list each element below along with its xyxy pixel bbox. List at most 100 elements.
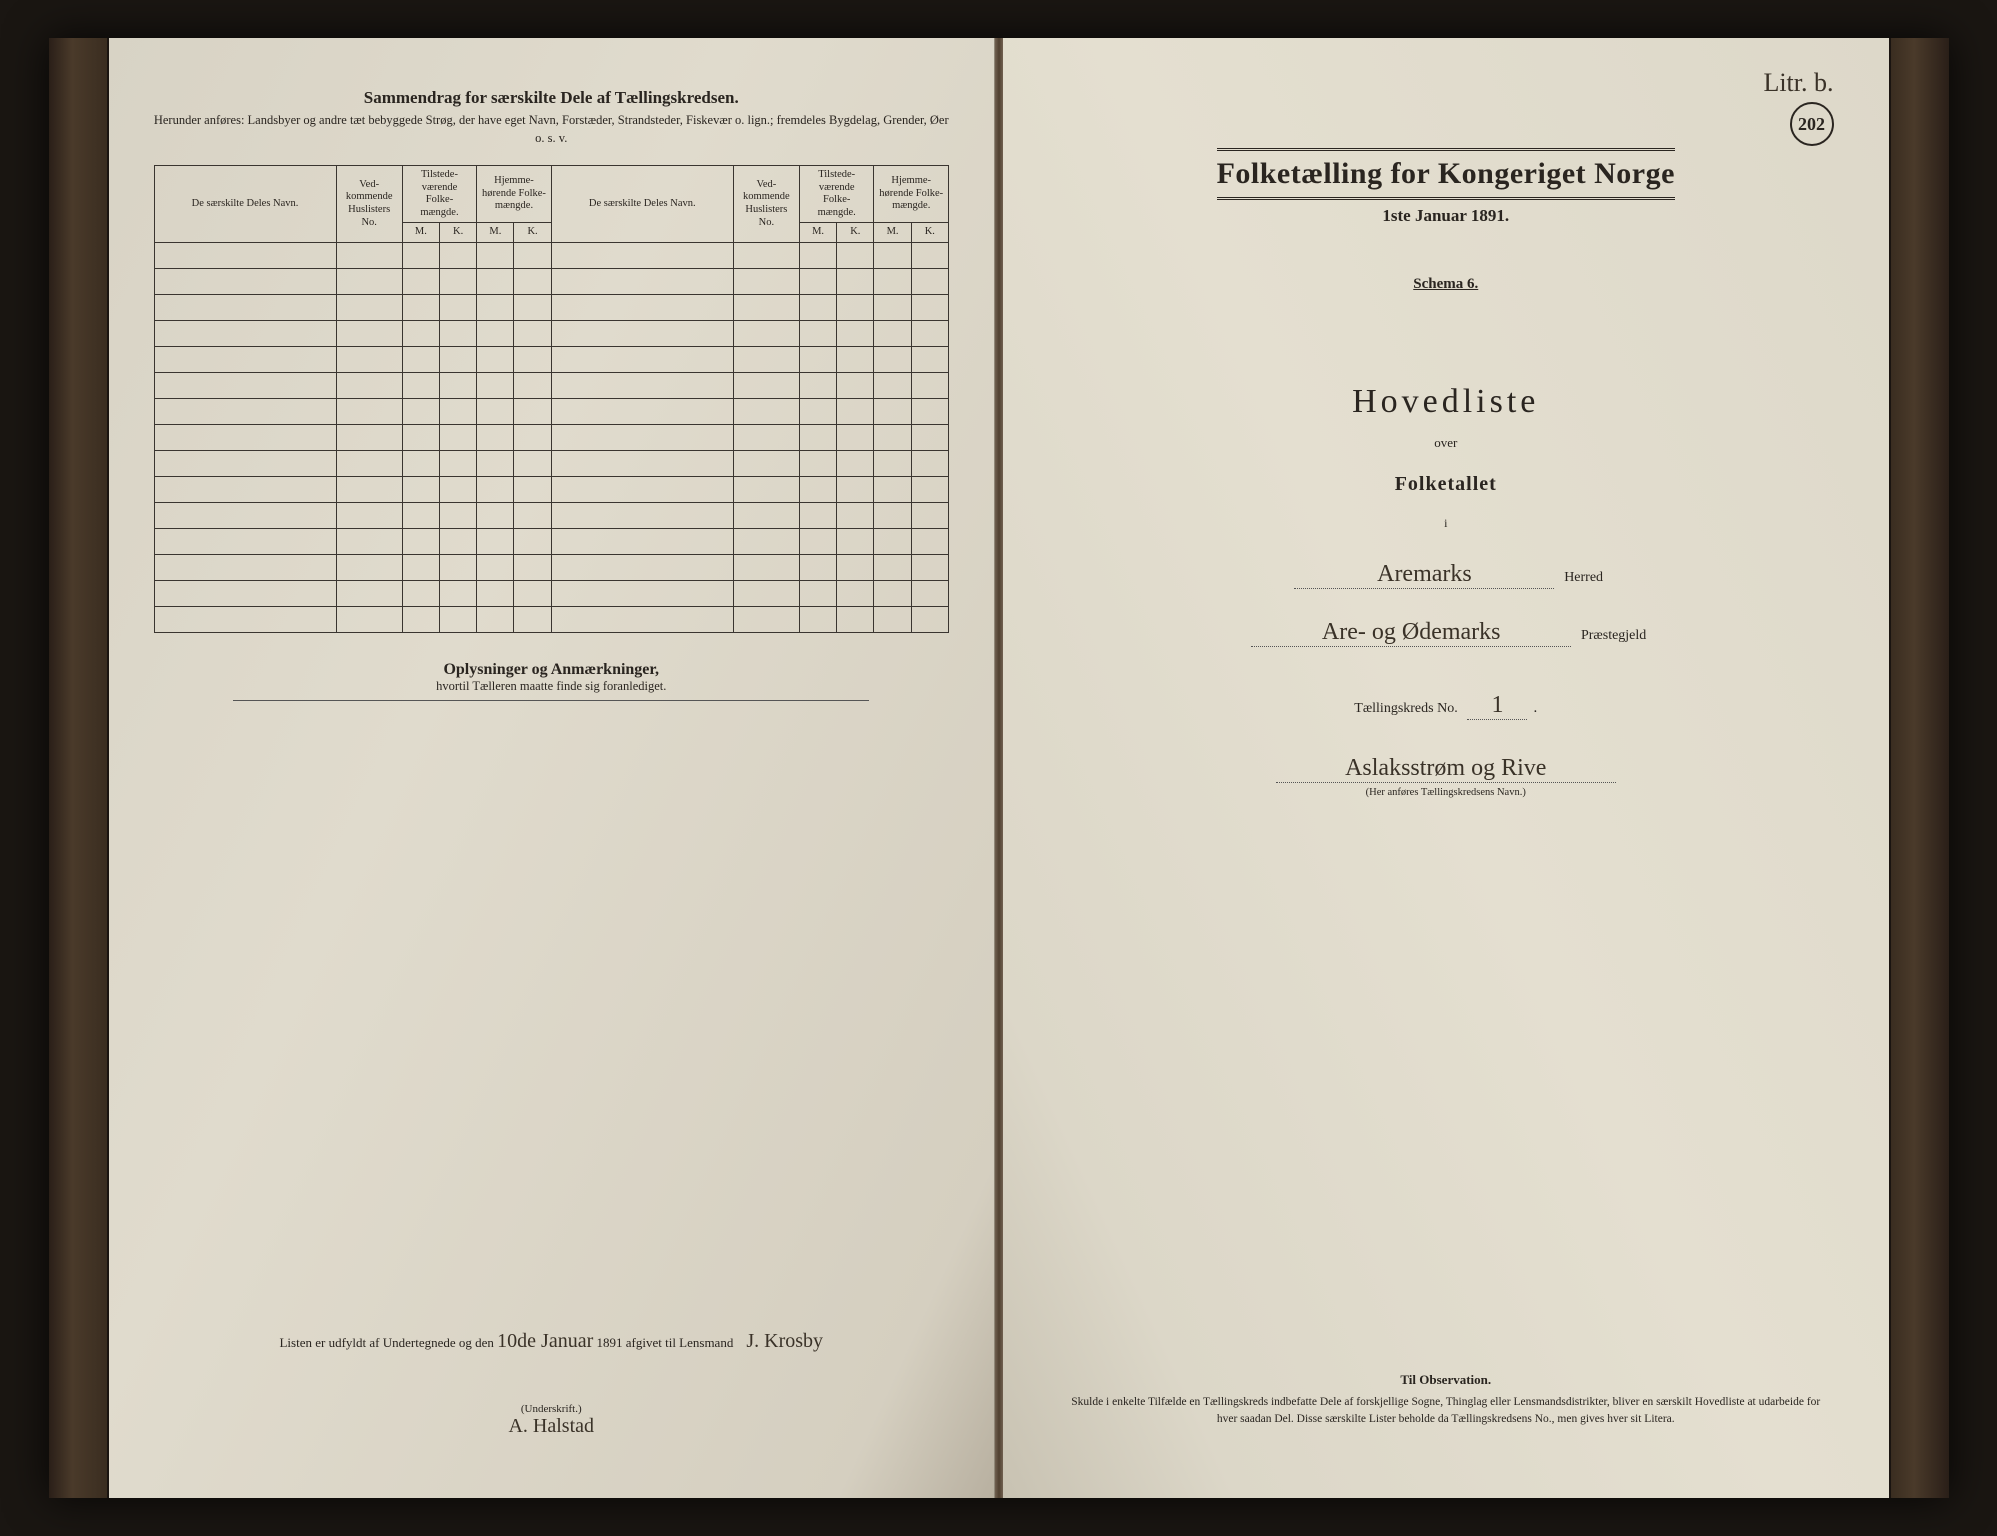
table-cell: [440, 554, 477, 580]
table-cell: [551, 424, 733, 450]
table-cell: [874, 294, 911, 320]
table-cell: [336, 372, 402, 398]
table-row: [154, 242, 949, 268]
summary-table: De særskilte Deles Navn. Ved- kommende H…: [154, 165, 950, 633]
table-cell: [477, 242, 514, 268]
table-cell: [336, 320, 402, 346]
table-cell: [336, 424, 402, 450]
observation-block: Til Observation. Skulde i enkelte Tilfæl…: [1063, 1372, 1829, 1429]
sig-lensmand-handwritten: J. Krosby: [746, 1330, 823, 1352]
table-cell: [402, 320, 439, 346]
table-cell: [911, 268, 948, 294]
table-cell: [911, 554, 948, 580]
table-cell: [874, 476, 911, 502]
table-cell: [874, 450, 911, 476]
th-k: K.: [911, 223, 948, 243]
table-cell: [551, 606, 733, 632]
table-cell: [440, 450, 477, 476]
table-cell: [799, 424, 836, 450]
table-cell: [874, 398, 911, 424]
table-cell: [154, 242, 336, 268]
table-row: [154, 450, 949, 476]
table-cell: [477, 268, 514, 294]
table-cell: [551, 554, 733, 580]
table-cell: [477, 346, 514, 372]
notes-title: Oplysninger og Anmærkninger,: [154, 661, 950, 679]
table-cell: [733, 346, 799, 372]
book-spine-right: [1889, 38, 1949, 1498]
sig-date-handwritten: 10de Januar: [497, 1330, 593, 1352]
table-cell: [837, 554, 874, 580]
table-cell: [874, 606, 911, 632]
table-cell: [154, 346, 336, 372]
table-cell: [799, 606, 836, 632]
table-cell: [154, 372, 336, 398]
table-cell: [733, 398, 799, 424]
table-cell: [799, 450, 836, 476]
table-cell: [514, 476, 551, 502]
table-cell: [514, 268, 551, 294]
table-cell: [551, 320, 733, 346]
th-k: K.: [440, 223, 477, 243]
table-cell: [154, 424, 336, 450]
table-cell: [837, 268, 874, 294]
table-cell: [154, 580, 336, 606]
table-row: [154, 424, 949, 450]
kreds-label: Tællingskreds No.: [1354, 701, 1457, 716]
table-cell: [440, 294, 477, 320]
left-page-title: Sammendrag for særskilte Dele af Tælling…: [154, 88, 950, 108]
table-cell: [336, 476, 402, 502]
table-cell: [911, 294, 948, 320]
table-body: [154, 242, 949, 632]
book-gutter: [995, 38, 1003, 1498]
table-cell: [874, 554, 911, 580]
th-huslister-2: Ved- kommende Huslisters No.: [733, 166, 799, 243]
table-cell: [911, 580, 948, 606]
table-cell: [514, 424, 551, 450]
table-cell: [733, 528, 799, 554]
table-cell: [336, 294, 402, 320]
table-cell: [154, 476, 336, 502]
book-spine-left: [49, 38, 109, 1498]
table-cell: [799, 268, 836, 294]
table-cell: [911, 502, 948, 528]
table-cell: [402, 528, 439, 554]
table-cell: [911, 242, 948, 268]
table-cell: [514, 372, 551, 398]
herred-handwritten: Aremarks: [1377, 561, 1472, 587]
table-cell: [336, 242, 402, 268]
table-row: [154, 606, 949, 632]
table-cell: [799, 294, 836, 320]
table-cell: [837, 502, 874, 528]
table-cell: [733, 242, 799, 268]
table-cell: [733, 320, 799, 346]
table-cell: [514, 242, 551, 268]
table-cell: [911, 528, 948, 554]
th-hjemme-2: Hjemme- hørende Folke- mængde.: [874, 166, 949, 223]
table-cell: [336, 606, 402, 632]
notes-rule: [233, 700, 869, 701]
table-cell: [911, 450, 948, 476]
table-cell: [440, 502, 477, 528]
notes-subtitle: hvortil Tælleren maatte finde sig foranl…: [154, 679, 950, 694]
table-cell: [874, 424, 911, 450]
table-cell: [874, 242, 911, 268]
table-cell: [336, 346, 402, 372]
table-cell: [154, 554, 336, 580]
table-cell: [911, 320, 948, 346]
right-content: Folketælling for Kongeriget Norge 1ste J…: [1048, 88, 1844, 798]
table-cell: [402, 424, 439, 450]
table-cell: [440, 606, 477, 632]
table-cell: [551, 450, 733, 476]
table-cell: [837, 580, 874, 606]
table-cell: [733, 554, 799, 580]
table-cell: [514, 294, 551, 320]
table-cell: [440, 242, 477, 268]
underskrift-name: A. Halstad: [169, 1415, 935, 1438]
table-cell: [440, 398, 477, 424]
table-cell: [551, 502, 733, 528]
table-cell: [837, 450, 874, 476]
kreds-number-handwritten: 1: [1491, 692, 1503, 718]
table-cell: [477, 528, 514, 554]
table-cell: [514, 346, 551, 372]
